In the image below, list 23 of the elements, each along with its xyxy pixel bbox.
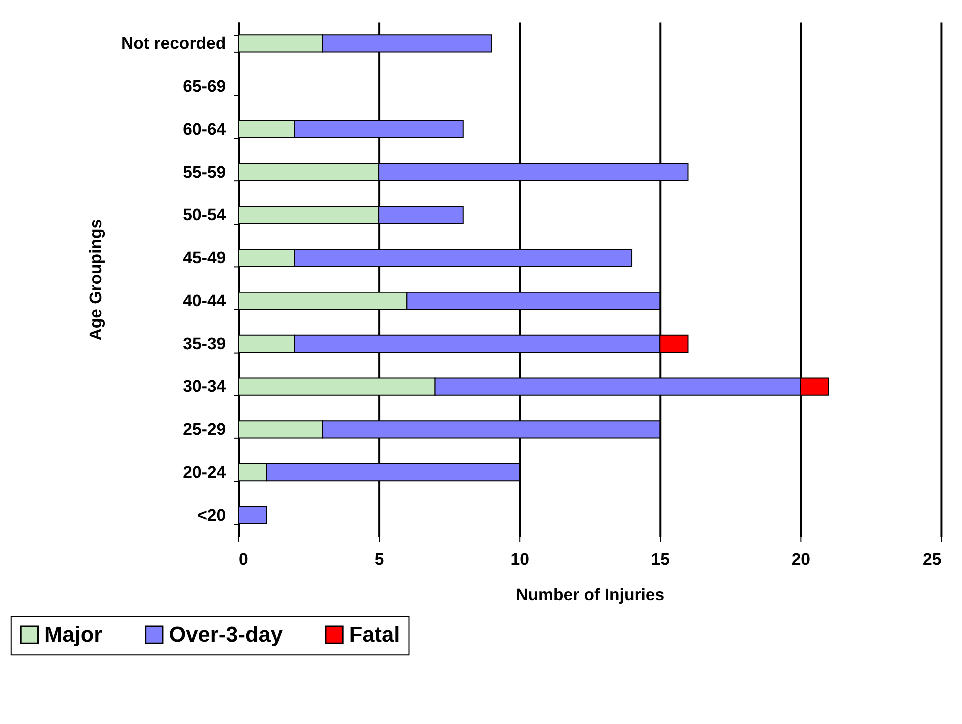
x-tick-label: 0 (239, 550, 248, 570)
y-tick-label: 50-54 (183, 206, 227, 225)
y-tick-label: 20-24 (183, 463, 227, 482)
y-tick-label: 30-34 (183, 377, 227, 396)
x-axis-title: Number of Injuries (516, 586, 665, 605)
x-tick-label: 5 (374, 550, 384, 570)
y-axis-title: Age Groupings (86, 219, 106, 341)
y-tick-label: 65-69 (183, 77, 226, 96)
y-tick-label: <20 (198, 506, 226, 525)
y-tick-label: 40-44 (183, 291, 227, 310)
y-tick-label: 60-64 (183, 120, 227, 139)
legend-label: Fatal (349, 622, 400, 647)
y-tick-label: 35-39 (183, 334, 226, 354)
x-tick-label: 20 (792, 550, 811, 570)
x-tick-label: 25 (923, 550, 942, 570)
legend-label: Over-3-day (169, 622, 283, 647)
y-tick-label: 25-29 (183, 420, 226, 440)
x-tick-label: 15 (651, 550, 670, 570)
y-tick-label: Not recorded (122, 34, 226, 54)
legend-label: Major (44, 622, 104, 647)
y-tick-label: 45-49 (183, 248, 226, 268)
x-tick-label: 10 (510, 550, 530, 570)
y-tick-label: 55-59 (183, 162, 226, 182)
